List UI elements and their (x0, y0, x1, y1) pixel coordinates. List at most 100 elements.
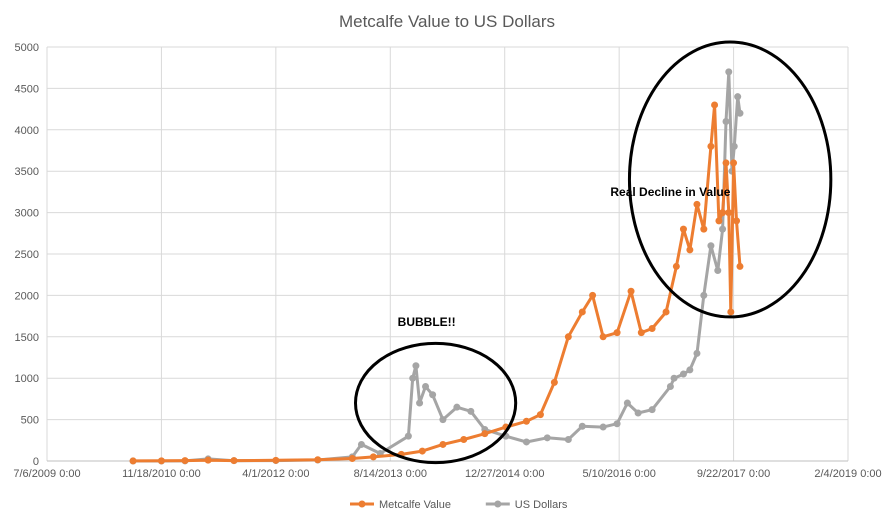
data-point (707, 242, 715, 250)
data-point (666, 382, 674, 390)
data-point (314, 456, 322, 464)
data-point (700, 225, 708, 233)
data-point (412, 362, 420, 370)
data-point (715, 217, 723, 225)
data-point (707, 142, 715, 150)
data-point (711, 101, 719, 109)
x-tick-label: 8/14/2013 0:00 (354, 468, 427, 480)
data-point (623, 399, 631, 407)
x-tick-label: 5/10/2016 0:00 (582, 468, 655, 480)
data-point (613, 420, 621, 428)
data-point (679, 370, 687, 378)
y-tick-label: 4500 (15, 83, 39, 95)
highlight-ellipse (353, 341, 518, 465)
data-point (730, 142, 738, 150)
data-point (460, 435, 468, 443)
data-point (719, 225, 727, 233)
legend-label: US Dollars (515, 499, 568, 511)
data-point (348, 455, 356, 463)
data-point (599, 333, 607, 341)
data-point (693, 349, 701, 357)
data-point (204, 456, 212, 464)
data-point (599, 423, 607, 431)
x-tick-label: 7/6/2009 0:00 (13, 468, 80, 480)
gridlines (46, 46, 849, 462)
data-point (714, 267, 722, 275)
legend: Metcalfe Value US Dollars (350, 499, 568, 511)
data-point (422, 382, 430, 390)
data-point (637, 329, 645, 337)
data-point (672, 262, 680, 270)
data-point (230, 457, 238, 465)
legend-marker (358, 500, 366, 508)
data-point (404, 432, 412, 440)
data-point (543, 434, 551, 442)
data-point (700, 291, 708, 299)
data-point (439, 416, 447, 424)
legend-item: Metcalfe Value (350, 499, 451, 511)
y-tick-label: 5000 (15, 42, 39, 54)
data-point (686, 246, 694, 254)
data-point (670, 374, 678, 382)
data-point (357, 440, 365, 448)
legend-item: US Dollars (485, 499, 568, 511)
data-point (730, 159, 738, 167)
data-point (736, 109, 744, 117)
chart-title: Metcalfe Value to US Dollars (339, 12, 555, 31)
data-point (129, 457, 137, 465)
y-tick-label: 2000 (15, 290, 39, 302)
x-tick-label: 4/1/2012 0:00 (242, 468, 309, 480)
y-tick-label: 3000 (15, 208, 39, 220)
data-point (578, 422, 586, 430)
y-tick-label: 4000 (15, 125, 39, 137)
legend-marker (494, 500, 502, 508)
data-point (725, 68, 733, 76)
data-point (429, 391, 437, 399)
data-point (550, 378, 558, 386)
highlight-ellipse (627, 40, 833, 319)
data-point (418, 447, 426, 455)
data-point (536, 411, 544, 419)
data-point (272, 456, 280, 464)
y-tick-label: 1500 (15, 332, 39, 344)
data-point (648, 406, 656, 414)
data-point (725, 209, 733, 217)
data-point (693, 200, 701, 208)
data-point (719, 209, 727, 217)
annotation-label: BUBBLE!! (398, 315, 456, 329)
x-tick-label: 9/22/2017 0:00 (697, 468, 770, 480)
data-point (481, 430, 489, 438)
x-tick-label: 11/18/2010 0:00 (122, 468, 201, 480)
data-point (589, 291, 597, 299)
y-tick-label: 3500 (15, 166, 39, 178)
data-point (453, 403, 461, 411)
data-point (409, 374, 417, 382)
data-point (416, 399, 424, 407)
y-tick-label: 2500 (15, 249, 39, 261)
data-point (157, 457, 165, 465)
annotations: BUBBLE!! Real Decline in Value (353, 40, 833, 465)
data-point (722, 159, 730, 167)
data-point (522, 438, 530, 446)
data-point (578, 308, 586, 316)
data-point (679, 225, 687, 233)
data-point (736, 262, 744, 270)
data-point (727, 308, 735, 316)
data-point (722, 118, 730, 126)
data-point (634, 409, 642, 417)
y-tick-label: 0 (33, 456, 39, 468)
y-tick-label: 500 (21, 415, 39, 427)
data-point (686, 366, 694, 374)
data-point (369, 453, 377, 461)
data-point (734, 93, 742, 101)
y-tick-label: 1000 (15, 373, 39, 385)
data-point (733, 217, 741, 225)
annotation-label: Real Decline in Value (610, 185, 730, 199)
data-point (564, 333, 572, 341)
data-point (181, 457, 189, 465)
legend-label: Metcalfe Value (379, 499, 451, 511)
data-point (467, 407, 475, 415)
series-group (129, 68, 744, 465)
x-tick-label: 12/27/2014 0:00 (465, 468, 545, 480)
